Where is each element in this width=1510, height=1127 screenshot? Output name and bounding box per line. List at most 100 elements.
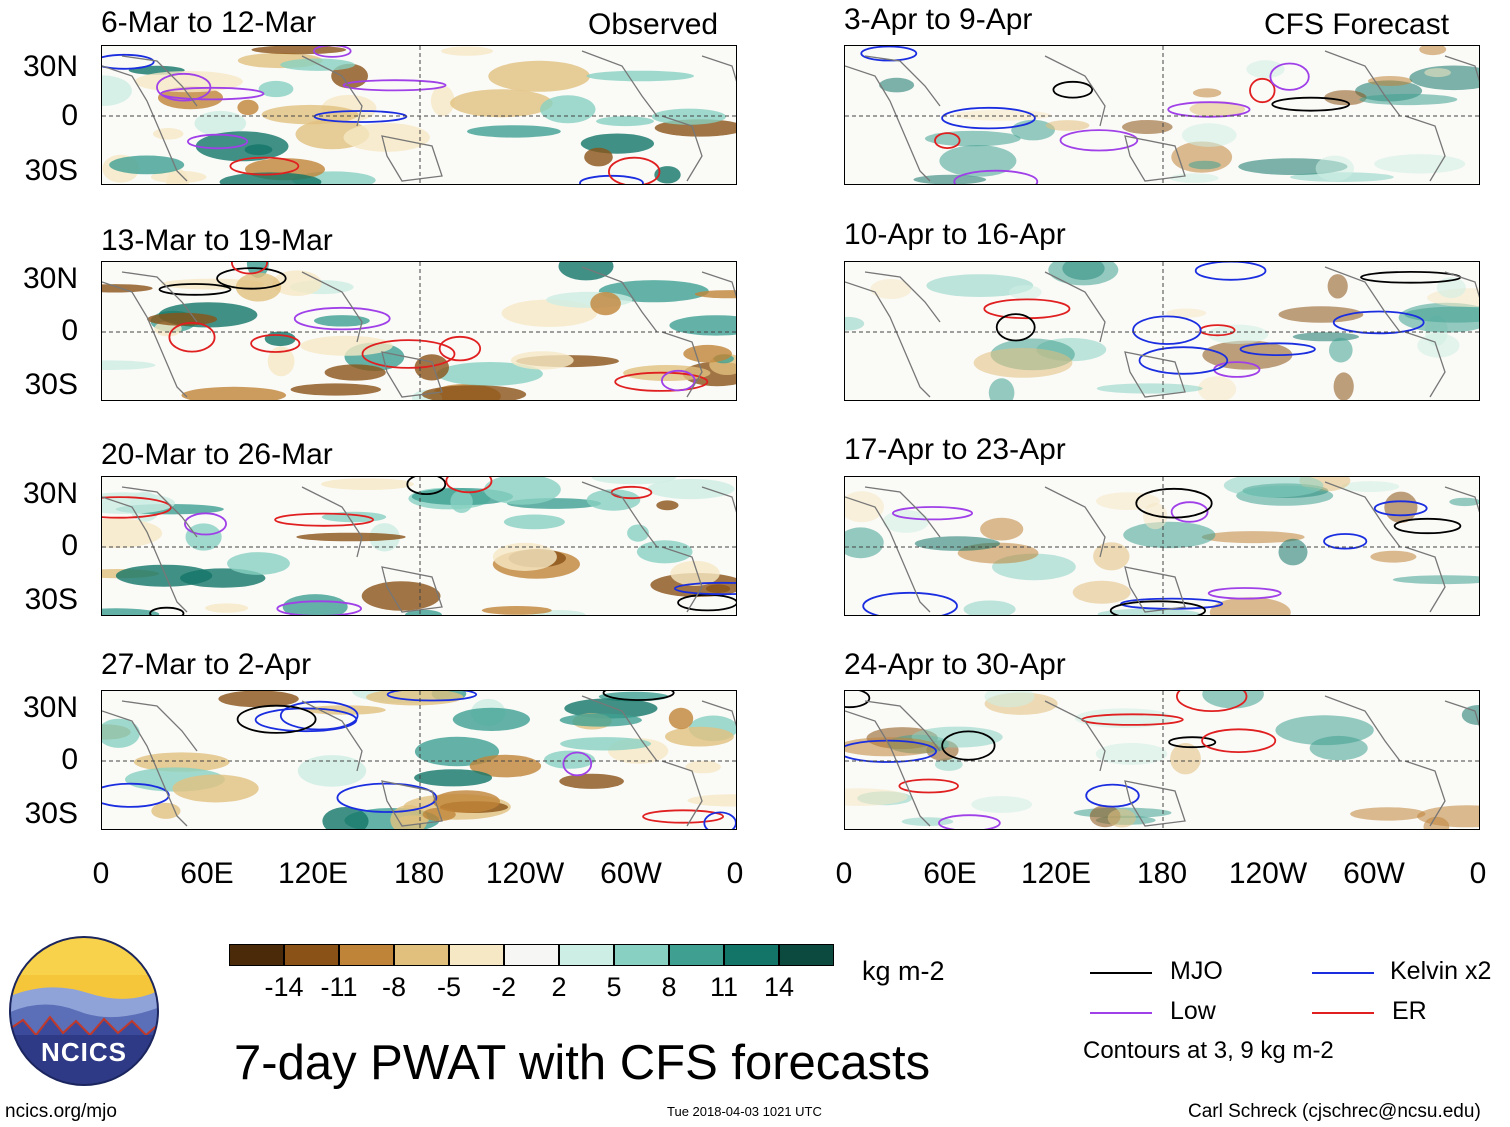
colorbar-tick-label: 11 [709, 972, 739, 1002]
wave-contour [1138, 346, 1229, 375]
coastline [1404, 760, 1446, 827]
legend-swatch-mjo [1090, 972, 1152, 974]
wave-contour [983, 298, 1071, 320]
colorbar-tick-label: -11 [320, 972, 358, 1002]
logo-text: NCICS [41, 1037, 127, 1067]
pwat-anomaly-patch [980, 517, 1024, 541]
lat-label: 0 [61, 314, 78, 347]
pwat-anomaly-patch [952, 109, 1051, 121]
coastline [121, 486, 198, 538]
footer-url[interactable]: ncics.org/mjo [5, 1101, 117, 1122]
lat-label: 30S [24, 583, 78, 616]
pwat-anomaly-patch [296, 532, 406, 542]
pwat-anomaly-patch [596, 116, 654, 127]
coastline [581, 50, 658, 117]
pwat-anomaly-patch [1329, 337, 1353, 363]
colorbar-tick-label: 8 [661, 972, 677, 1002]
pwat-anomaly-patch [102, 608, 160, 615]
wave-contour [892, 506, 973, 521]
lat-label: 0 [61, 743, 78, 776]
coastline [1444, 55, 1479, 82]
pwat-anomaly-patch [414, 769, 493, 787]
pwat-anomaly-patch [879, 77, 915, 93]
pwat-anomaly-patch [469, 754, 542, 778]
coastline [1324, 266, 1401, 333]
legend-label: Kelvin x2 [1390, 957, 1492, 985]
map-panel-obs-3 [101, 476, 737, 616]
pwat-anomaly-patch [147, 312, 218, 326]
pwat-anomaly-patch [1278, 306, 1364, 323]
wave-contour [677, 593, 736, 612]
pwat-anomaly-patch [564, 698, 658, 719]
pwat-anomaly-patch [845, 788, 908, 806]
coastline [661, 760, 703, 827]
wave-contour [1052, 80, 1094, 99]
wave-contour [614, 371, 709, 392]
pwat-anomaly-patch [926, 274, 1034, 297]
pwat-anomaly-patch [669, 315, 736, 336]
colorbar-tick-label: -2 [491, 972, 516, 1002]
wave-contour [1332, 310, 1425, 335]
coastline [864, 55, 941, 107]
map-panel-fcst-4 [844, 690, 1480, 830]
lon-label: 60E [923, 857, 977, 890]
coastline [864, 700, 941, 752]
pwat-anomaly-patch [914, 536, 1000, 551]
lon-label: 0 [92, 857, 110, 890]
pwat-anomaly-patch [706, 584, 731, 593]
legend-label: Low [1170, 997, 1216, 1025]
wave-contour [1207, 587, 1282, 600]
pwat-anomaly-patch [172, 774, 259, 803]
wave-contour [995, 313, 1036, 342]
pwat-anomaly-patch [1370, 550, 1417, 563]
colorbar-swatch [394, 944, 449, 966]
pwat-anomaly-patch [436, 362, 543, 386]
wave-contour [1373, 500, 1428, 517]
wave-contour [438, 335, 482, 362]
map-panel-obs-2 [101, 261, 737, 401]
panel-title: 6-Mar to 12-Mar [101, 6, 317, 39]
pwat-anomaly-patch [934, 758, 963, 771]
pwat-anomaly-patch [1181, 123, 1237, 147]
coastline [1044, 55, 1106, 127]
pwat-anomaly-patch [1404, 306, 1479, 323]
wave-contour [229, 156, 300, 176]
pwat-anomaly-patch [1189, 101, 1246, 117]
pwat-anomaly-patch [1350, 807, 1426, 821]
lat-label: 30N [22, 50, 78, 83]
lon-label: 0 [726, 857, 744, 890]
pwat-anomaly-patch [321, 478, 414, 490]
pwat-anomaly-patch [685, 760, 721, 774]
pwat-anomaly-patch [647, 478, 735, 500]
wave-contour [1168, 736, 1217, 749]
colorbar-swatch [614, 944, 669, 966]
pwat-anomaly-patch [1096, 492, 1160, 510]
colorbar-unit: kg m-2 [862, 956, 945, 986]
coastline [1324, 50, 1401, 117]
coastline [102, 496, 188, 613]
pwat-anomaly-patch [559, 713, 642, 727]
wave-contour [149, 606, 185, 615]
wave-contour [674, 581, 736, 596]
pwat-anomaly-patch [1093, 542, 1130, 571]
wave-contour [102, 782, 170, 808]
coastline [301, 486, 363, 558]
wave-contour [1269, 62, 1310, 91]
coastline [1404, 546, 1446, 613]
pwat-anomaly-patch [430, 85, 455, 117]
pwat-anomaly-patch [963, 600, 1016, 615]
pwat-anomaly-patch [452, 707, 530, 731]
coastline [1444, 486, 1479, 513]
coastline [301, 271, 363, 343]
wave-contour [406, 477, 447, 495]
pwat-anomaly-patch [314, 315, 370, 327]
coastline [845, 281, 931, 398]
pwat-anomaly-patch [1122, 120, 1173, 134]
wave-contour [313, 46, 352, 58]
pwat-anomaly-patch [244, 144, 273, 156]
pwat-anomaly-patch [1207, 324, 1269, 344]
panel-tag-observed: Observed [588, 8, 719, 41]
wave-contour [660, 369, 696, 392]
pwat-anomaly-patch [261, 104, 359, 125]
wave-contour [602, 691, 675, 701]
